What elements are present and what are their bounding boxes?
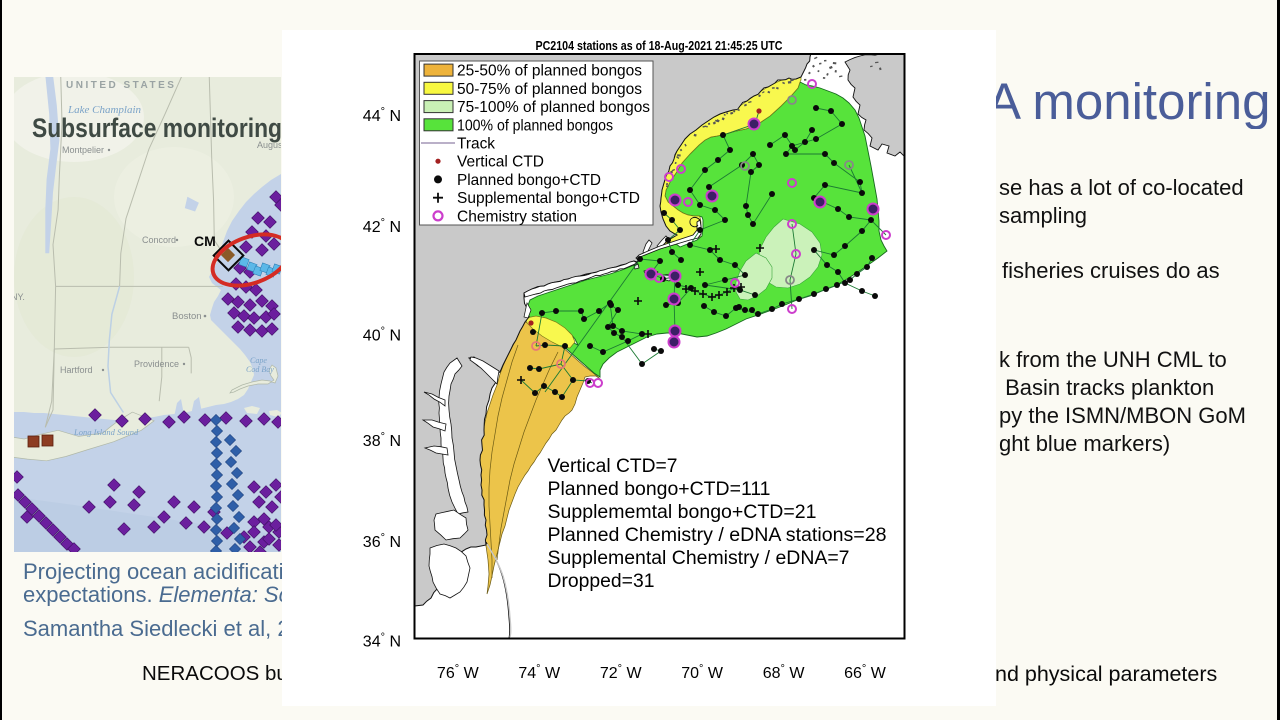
svg-text:UNITED STATES: UNITED STATES [66, 80, 176, 91]
svg-text:Boston: Boston [172, 311, 202, 322]
svg-text:Cape: Cape [250, 356, 267, 365]
svg-text:CM: CM [194, 233, 216, 249]
svg-text:Montpelier: Montpelier [62, 145, 104, 155]
svg-text:Augus: Augus [257, 140, 281, 150]
svg-text:Providence: Providence [134, 359, 179, 369]
svg-text:Lake Champlain: Lake Champlain [67, 104, 142, 116]
svg-text:NY.: NY. [14, 292, 25, 302]
svg-text:Cod Bay: Cod Bay [246, 365, 274, 374]
svg-text:Long Island Sound: Long Island Sound [73, 427, 139, 437]
svg-text:Hartford: Hartford [60, 365, 93, 375]
svg-text:Subsurface monitoring: Subsurface monitoring [32, 113, 281, 143]
svg-text:Concord: Concord [142, 235, 176, 245]
